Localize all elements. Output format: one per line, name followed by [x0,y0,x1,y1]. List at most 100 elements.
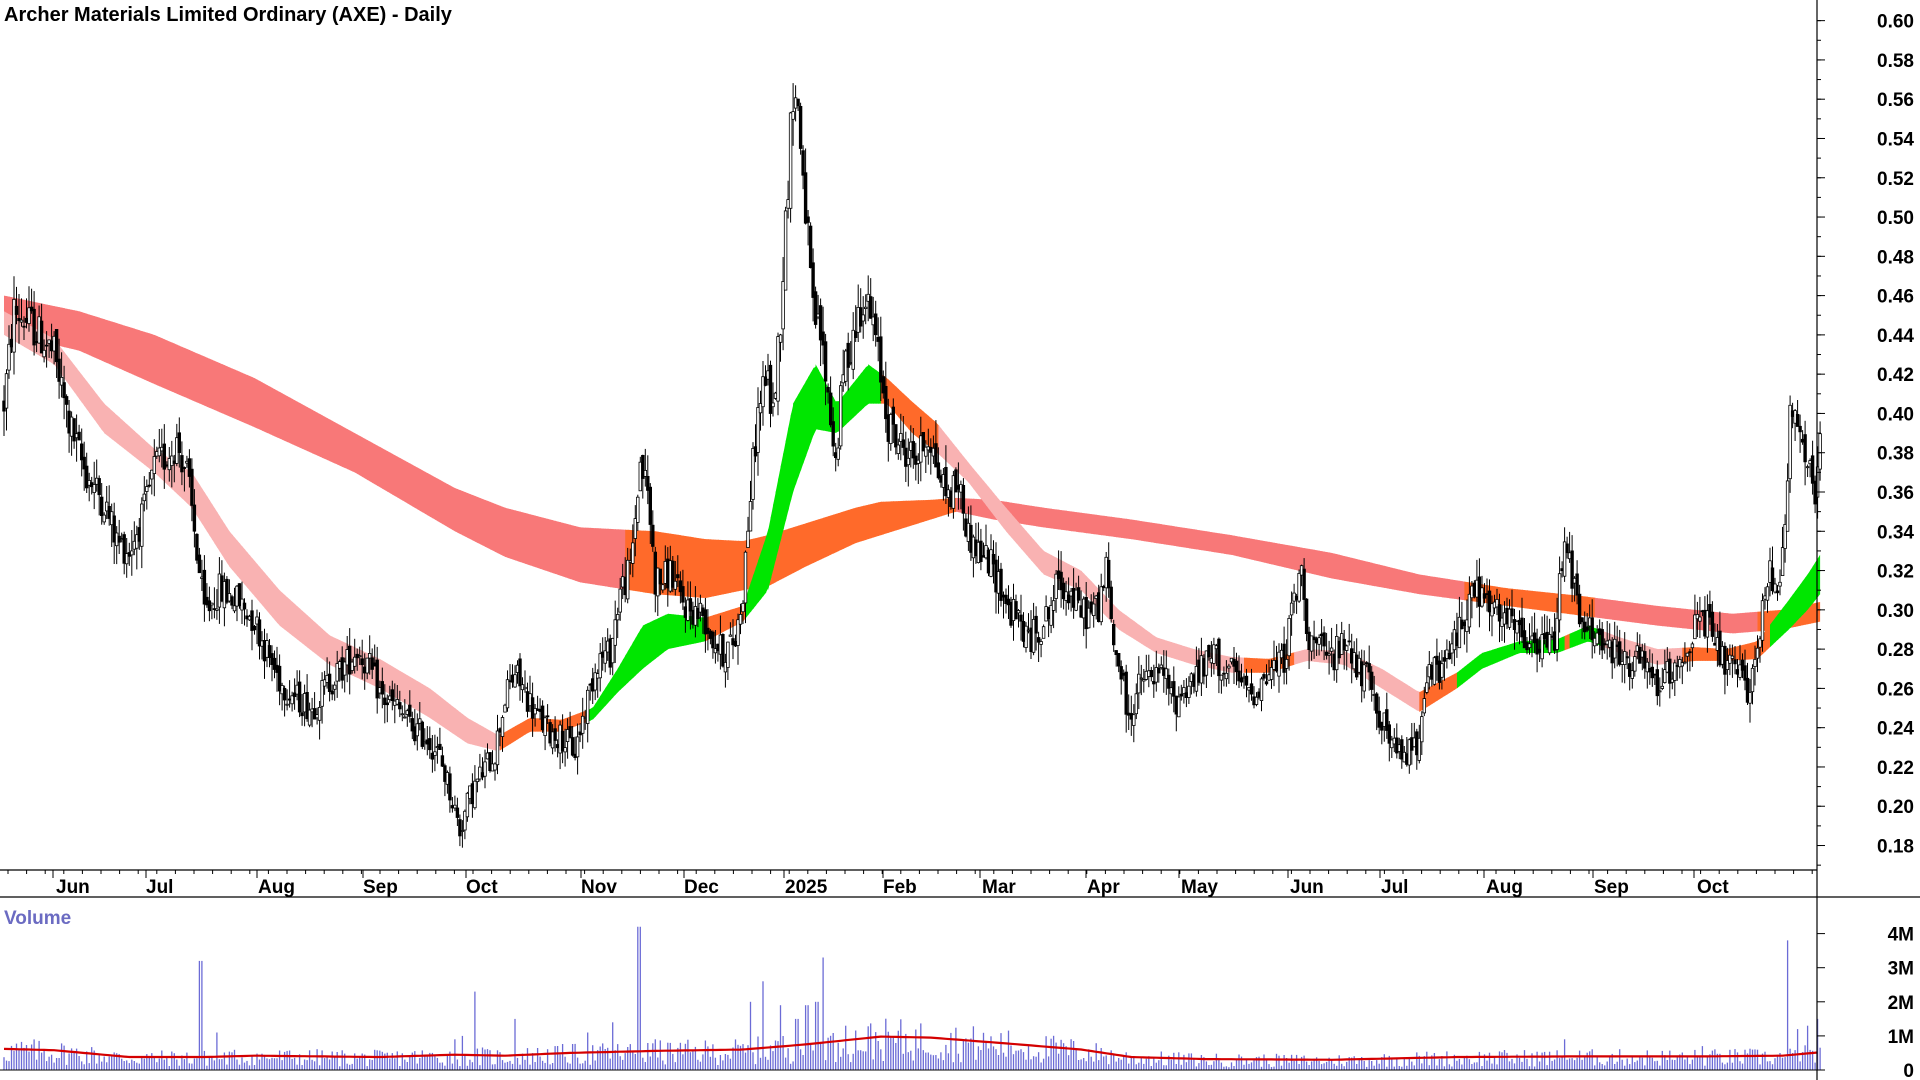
candle-body [1327,653,1331,656]
long-band-segment [692,537,697,598]
long-band-segment [1627,602,1631,622]
short-band-segment [462,713,466,743]
long-band-segment [1191,528,1195,550]
short-band-segment [617,663,621,693]
long-band-segment [139,330,143,379]
long-band-segment [1276,543,1280,567]
candle-body [57,358,61,382]
date-tick-label: Aug [1486,877,1523,898]
long-band-segment [89,314,93,357]
candle-body [150,469,154,480]
short-band-segment [1133,620,1137,641]
short-band-segment [472,720,476,746]
long-band-segment [1028,505,1032,526]
short-band-segment [1001,501,1005,529]
candle-body [1738,664,1742,678]
long-band-segment [1309,548,1313,574]
candle-body [1708,604,1712,618]
short-band-segment [1454,672,1458,690]
date-tick-label: Dec [684,877,719,898]
short-band-segment [1434,682,1438,703]
long-band-segment [422,470,426,514]
candle-body [999,568,1003,601]
candle-body [1227,665,1231,669]
long-band-segment [502,506,506,558]
long-band-segment [1434,576,1438,597]
candle-body [1099,586,1103,623]
short-band-segment [224,523,228,564]
short-band-segment [1652,647,1656,665]
short-band-segment [1451,673,1456,692]
short-band-segment [269,578,273,618]
long-band-segment [520,511,524,563]
long-band-segment [1742,612,1746,633]
short-band-segment [677,614,682,647]
short-band-segment [1299,650,1303,664]
long-band-segment [184,347,188,399]
long-band-segment [833,513,837,554]
volume-bars [3,926,1821,1070]
short-band-segment [813,365,817,437]
long-band-segment [885,501,889,534]
long-band-segment [146,332,150,383]
long-band-segment [873,502,877,538]
long-band-segment [134,328,138,377]
long-band-segment [1071,511,1075,532]
long-band-segment [447,483,451,529]
candle-body [741,603,745,613]
long-band-segment [788,527,792,576]
short-band-segment [960,453,965,479]
long-band-segment [324,416,328,461]
short-band-segment [1805,573,1809,613]
long-band-segment [277,390,281,439]
candle-body [1705,610,1710,638]
candle-body [1365,662,1369,664]
short-band-segment [1404,682,1408,705]
long-band-segment [825,516,829,558]
long-band-segment [1454,580,1458,600]
short-band-segment [810,367,814,444]
short-band-segment [449,704,454,734]
long-band-segment [1073,511,1077,532]
long-band-segment [793,526,797,574]
candle-body [726,641,730,668]
short-band-segment [294,603,298,640]
short-band-segment [963,456,967,481]
candle-body [322,679,327,687]
short-band-segment [675,614,679,648]
long-band-segment [399,457,403,501]
long-band-segment [1266,541,1270,564]
long-band-segment [1216,532,1220,553]
short-band-segment [577,712,581,726]
long-band-segment [1314,549,1318,576]
short-band-segment [492,732,496,751]
long-band-segment [1261,540,1265,563]
candle-body [783,210,788,291]
candle-body [1547,634,1552,654]
long-band-segment [1148,522,1152,543]
long-band-segment [1684,608,1689,629]
short-band-segment [469,719,474,745]
candle-body [215,608,219,611]
candle-body [1385,709,1389,731]
short-band-segment [510,727,514,745]
long-band-segment [1369,562,1373,586]
long-band-segment [1349,557,1353,583]
short-band-segment [434,692,439,724]
long-band-segment [1341,555,1345,581]
candle-body [1698,616,1702,622]
short-band-segment [1562,635,1566,652]
short-band-segment [1497,647,1501,663]
short-band-segment [284,594,288,632]
long-band-segment [923,500,927,522]
long-band-segment [1374,563,1378,587]
short-band-segment [1817,554,1821,598]
short-band-segment [474,722,479,747]
long-band-segment [414,466,419,510]
short-band-segment [29,325,33,352]
short-band-segment [422,684,426,716]
long-band-segment [1459,580,1463,600]
long-band-segment [730,540,734,593]
candle-body [1815,466,1820,498]
date-tick-label: Jul [1381,877,1408,898]
